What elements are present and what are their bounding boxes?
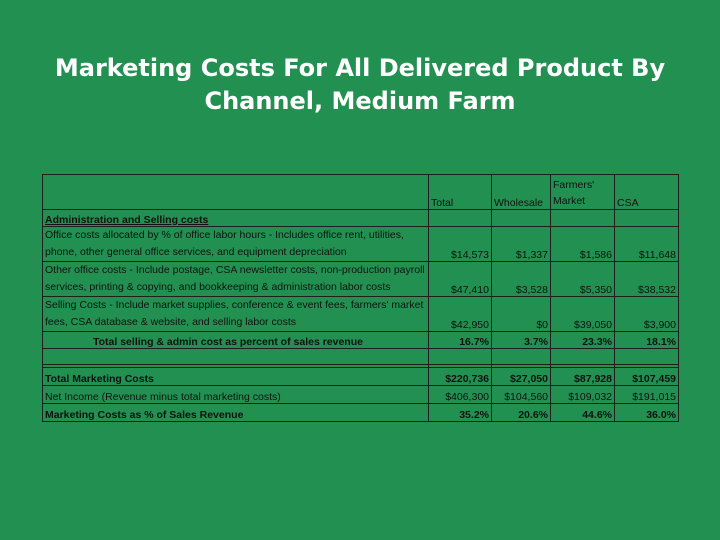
cell-wholesale: $27,050 xyxy=(491,367,551,386)
cell-total: $14,573 xyxy=(428,226,492,262)
cell-csa: $11,648 xyxy=(614,226,679,262)
cell-farmers-market: $109,032 xyxy=(550,385,615,404)
row-label-office-costs: Office costs allocated by % of office la… xyxy=(42,226,429,262)
cell-farmers-market: $39,050 xyxy=(550,296,615,332)
cell-total: $406,300 xyxy=(428,385,492,404)
cell-total: $47,410 xyxy=(428,261,492,297)
cell-wholesale: 20.6% xyxy=(491,403,551,422)
header-farmers-market: Farmers' Market xyxy=(550,174,615,210)
total-marketing-row: Total Marketing Costs $220,736 $27,050 $… xyxy=(42,367,679,386)
pct-row-label: Total selling & admin cost as percent of… xyxy=(42,331,429,349)
total-marketing-label: Total Marketing Costs xyxy=(42,367,429,386)
header-total: Total xyxy=(428,174,492,210)
cell-wholesale: $3,528 xyxy=(491,261,551,297)
header-csa: CSA xyxy=(614,174,679,210)
cell-total: $220,736 xyxy=(428,367,492,386)
cell-csa: $38,532 xyxy=(614,261,679,297)
cell-csa: $191,015 xyxy=(614,385,679,404)
spacer-row xyxy=(42,348,679,365)
header-farmers-line1: Farmers' xyxy=(553,179,595,191)
net-income-label: Net Income (Revenue minus total marketin… xyxy=(42,385,429,404)
cell-csa: $107,459 xyxy=(614,367,679,386)
header-wholesale: Wholesale xyxy=(491,174,551,210)
cell-wholesale: $1,337 xyxy=(491,226,551,262)
cell-wholesale: $104,560 xyxy=(491,385,551,404)
table-row: Office costs allocated by % of office la… xyxy=(42,226,679,262)
cell-csa: 18.1% xyxy=(614,331,679,349)
marketing-costs-table: Total Wholesale Farmers' Market CSA Admin… xyxy=(42,174,679,422)
cell-wholesale: $0 xyxy=(491,296,551,332)
cell-csa: 36.0% xyxy=(614,403,679,422)
table-row: Selling Costs - Include market supplies,… xyxy=(42,296,679,332)
cell-farmers-market: 23.3% xyxy=(550,331,615,349)
row-label-other-office-costs: Other office costs - Include postage, CS… xyxy=(42,261,429,297)
table-header-row: Total Wholesale Farmers' Market CSA xyxy=(42,174,679,210)
cell-farmers-market: $87,928 xyxy=(550,367,615,386)
cell-total: $42,950 xyxy=(428,296,492,332)
section-label: Administration and Selling costs xyxy=(42,209,429,227)
net-income-row: Net Income (Revenue minus total marketin… xyxy=(42,385,679,404)
pct-row: Total selling & admin cost as percent of… xyxy=(42,331,679,349)
cell-total: 16.7% xyxy=(428,331,492,349)
cell-farmers-market: $1,586 xyxy=(550,226,615,262)
table-row: Other office costs - Include postage, CS… xyxy=(42,261,679,297)
marketing-pct-label: Marketing Costs as % of Sales Revenue xyxy=(42,403,429,422)
slide-title-line-2: Channel, Medium Farm xyxy=(204,87,516,115)
marketing-pct-row: Marketing Costs as % of Sales Revenue 35… xyxy=(42,403,679,422)
header-blank-cell xyxy=(42,174,429,210)
cell-farmers-market: $5,350 xyxy=(550,261,615,297)
section-row: Administration and Selling costs xyxy=(42,209,679,227)
slide-title: Marketing Costs For All Delivered Produc… xyxy=(0,52,720,118)
cell-total: 35.2% xyxy=(428,403,492,422)
cell-wholesale: 3.7% xyxy=(491,331,551,349)
header-farmers-line2: Market xyxy=(553,195,586,207)
cell-csa: $3,900 xyxy=(614,296,679,332)
row-label-selling-costs: Selling Costs - Include market supplies,… xyxy=(42,296,429,332)
slide-title-line-1: Marketing Costs For All Delivered Produc… xyxy=(54,54,666,82)
cell-farmers-market: 44.6% xyxy=(550,403,615,422)
